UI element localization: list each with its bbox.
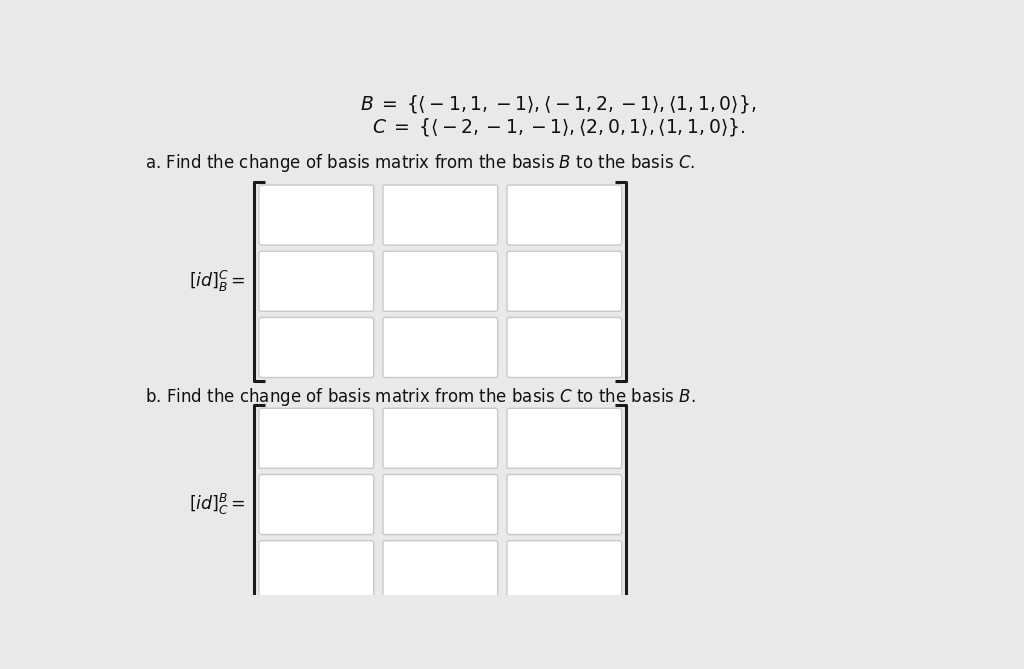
FancyBboxPatch shape [259, 474, 374, 535]
FancyBboxPatch shape [507, 408, 622, 468]
FancyBboxPatch shape [507, 474, 622, 535]
Text: $[id]_C^B =$: $[id]_C^B =$ [189, 492, 246, 517]
FancyBboxPatch shape [259, 252, 374, 311]
Text: a. Find the change of basis matrix from the basis $\mathit{B}$ to the basis $\ma: a. Find the change of basis matrix from … [145, 152, 695, 174]
FancyBboxPatch shape [383, 408, 498, 468]
FancyBboxPatch shape [507, 541, 622, 601]
FancyBboxPatch shape [383, 474, 498, 535]
FancyBboxPatch shape [259, 185, 374, 245]
FancyBboxPatch shape [383, 541, 498, 601]
FancyBboxPatch shape [383, 317, 498, 377]
FancyBboxPatch shape [383, 252, 498, 311]
Text: b. Find the change of basis matrix from the basis $\mathit{C}$ to the basis $\ma: b. Find the change of basis matrix from … [145, 386, 695, 407]
Text: $C \;=\; \{\langle -2, -1, -1\rangle, \langle 2, 0, 1\rangle, \langle 1, 1, 0\ra: $C \;=\; \{\langle -2, -1, -1\rangle, \l… [372, 116, 744, 138]
FancyBboxPatch shape [507, 185, 622, 245]
FancyBboxPatch shape [383, 185, 498, 245]
FancyBboxPatch shape [259, 541, 374, 601]
FancyBboxPatch shape [507, 317, 622, 377]
Text: $B \;=\; \{\langle -1, 1, -1\rangle, \langle -1, 2, -1\rangle, \langle 1, 1, 0\r: $B \;=\; \{\langle -1, 1, -1\rangle, \la… [360, 93, 757, 115]
FancyBboxPatch shape [259, 317, 374, 377]
Text: $[id]_B^C =$: $[id]_B^C =$ [189, 269, 246, 294]
FancyBboxPatch shape [259, 408, 374, 468]
FancyBboxPatch shape [507, 252, 622, 311]
